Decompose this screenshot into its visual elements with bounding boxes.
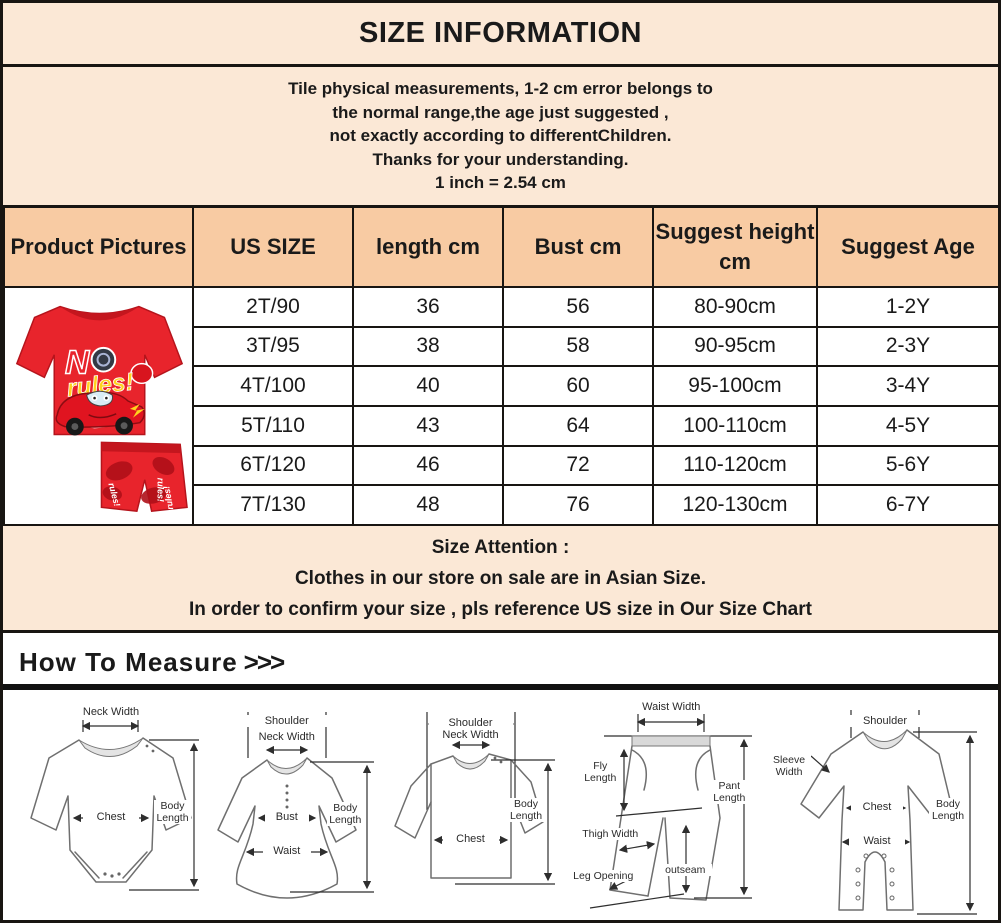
- cartoon-car: [55, 390, 146, 436]
- cell-bust: 64: [502, 404, 654, 447]
- dress-drawing: [217, 712, 374, 899]
- page-title: SIZE INFORMATION: [359, 17, 642, 49]
- how-to-measure-heading: How To Measure >>>: [19, 647, 984, 678]
- cell-bust: 72: [502, 444, 654, 487]
- col-header-us-size: US SIZE: [192, 206, 354, 288]
- shirt-drawing: [393, 712, 555, 885]
- shorts-print-text: rules!: [156, 478, 166, 502]
- note-line: 1 inch = 2.54 cm: [435, 173, 566, 193]
- attention-band: Size Attention : Clothes in our store on…: [3, 526, 998, 633]
- size-table: Product Pictures US SIZE length cm Bust …: [3, 206, 998, 526]
- title-band: SIZE INFORMATION: [3, 3, 998, 67]
- cell-bust: 58: [502, 325, 654, 368]
- cell-bust: 76: [502, 484, 654, 526]
- attention-line: Clothes in our store on sale are in Asia…: [294, 567, 707, 589]
- cell-us-size: 4T/100: [192, 365, 354, 407]
- tshirt-print-letter-n: N: [65, 344, 90, 381]
- table-row: 5T/110 43 64 100-110cm 4-5Y: [4, 404, 998, 447]
- cell-height: 110-120cm: [652, 444, 818, 487]
- cell-height: 90-95cm: [652, 325, 818, 368]
- cell-height: 100-110cm: [652, 404, 818, 447]
- cell-bust: 56: [502, 286, 654, 328]
- product-pajama-set-image: N rules!: [15, 305, 188, 513]
- cell-length: 36: [352, 286, 504, 328]
- table-row: 7T/130 48 76 120-130cm 6-7Y: [4, 484, 998, 526]
- table-row: 6T/120 46 72 110-120cm 5-6Y: [4, 444, 998, 487]
- cell-age: 2-3Y: [816, 325, 998, 368]
- table-row: 4T/100 40 60 95-100cm 3-4Y: [4, 365, 998, 407]
- cell-height: 120-130cm: [652, 484, 818, 526]
- note-line: the normal range,the age just suggested …: [332, 102, 669, 122]
- cell-us-size: 5T/110: [192, 404, 354, 447]
- cell-us-size: 3T/95: [192, 325, 354, 368]
- col-header-product-pictures: Product Pictures: [3, 206, 194, 288]
- cell-age: 3-4Y: [816, 365, 998, 407]
- note-line: not exactly according to differentChildr…: [329, 126, 672, 146]
- col-header-suggest-height: Suggest height cm: [652, 206, 818, 288]
- tshirt-graphic: N rules!: [15, 305, 184, 436]
- pants-drawing: [590, 714, 753, 909]
- cell-length: 43: [352, 404, 504, 447]
- bodysuit-drawing: [30, 720, 199, 891]
- shorts-graphic: rules! rules! rules!: [100, 441, 188, 513]
- diagram-pants: Waist Width Fly Length Thigh Width Leg O…: [566, 698, 761, 920]
- shorts-print-text: rules!: [161, 485, 175, 511]
- col-header-suggest-age: Suggest Age: [816, 206, 998, 288]
- notes-band: Tile physical measurements, 1-2 cm error…: [3, 67, 998, 206]
- cell-length: 38: [352, 325, 504, 368]
- cell-length: 48: [352, 484, 504, 526]
- note-line: Thanks for your understanding.: [372, 149, 629, 169]
- col-header-bust-cm: Bust cm: [502, 206, 654, 288]
- diagram-bodysuit: Neck Width Chest Body Length: [19, 698, 204, 920]
- attention-line: Size Attention :: [431, 536, 570, 558]
- cell-height: 95-100cm: [652, 365, 818, 407]
- diagram-shirt: Shoulder Neck Width Chest Body Length: [391, 698, 561, 920]
- cell-age: 4-5Y: [816, 404, 998, 447]
- cell-length: 46: [352, 444, 504, 487]
- diagram-romper: Shoulder Sleeve Width Chest Waist Body L…: [767, 698, 982, 920]
- chevrons-icon: >>>: [243, 647, 286, 677]
- product-picture-cell: N rules!: [3, 286, 194, 526]
- tshirt-print-o-badge: [90, 346, 117, 373]
- tshirt-collar: [60, 306, 139, 321]
- cell-us-size: 2T/90: [192, 286, 354, 328]
- cell-height: 80-90cm: [652, 286, 818, 328]
- cell-age: 5-6Y: [816, 444, 998, 487]
- heading-underline: [3, 684, 998, 690]
- cell-us-size: 7T/130: [192, 484, 354, 526]
- table-row: 3T/95 38 58 90-95cm 2-3Y: [4, 325, 998, 368]
- note-line: Tile physical measurements, 1-2 cm error…: [288, 79, 713, 99]
- cell-bust: 60: [502, 365, 654, 407]
- cell-age: 1-2Y: [816, 286, 998, 328]
- how-to-measure-text: How To Measure: [19, 647, 238, 677]
- romper-drawing: [800, 710, 977, 915]
- cell-age: 6-7Y: [816, 484, 998, 526]
- cell-us-size: 6T/120: [192, 444, 354, 487]
- table-header-row: Product Pictures US SIZE length cm Bust …: [3, 206, 998, 288]
- cell-length: 40: [352, 365, 504, 407]
- table-row: N rules!: [3, 286, 998, 526]
- measure-diagrams: Neck Width Chest Body Length: [17, 696, 984, 920]
- how-to-measure-section: How To Measure >>> Neck Width: [3, 633, 998, 920]
- diagram-dress: Shoulder Neck Width Bust Waist Body Leng…: [210, 698, 385, 920]
- col-header-length-cm: length cm: [352, 206, 504, 288]
- attention-line: In order to confirm your size , pls refe…: [189, 598, 812, 620]
